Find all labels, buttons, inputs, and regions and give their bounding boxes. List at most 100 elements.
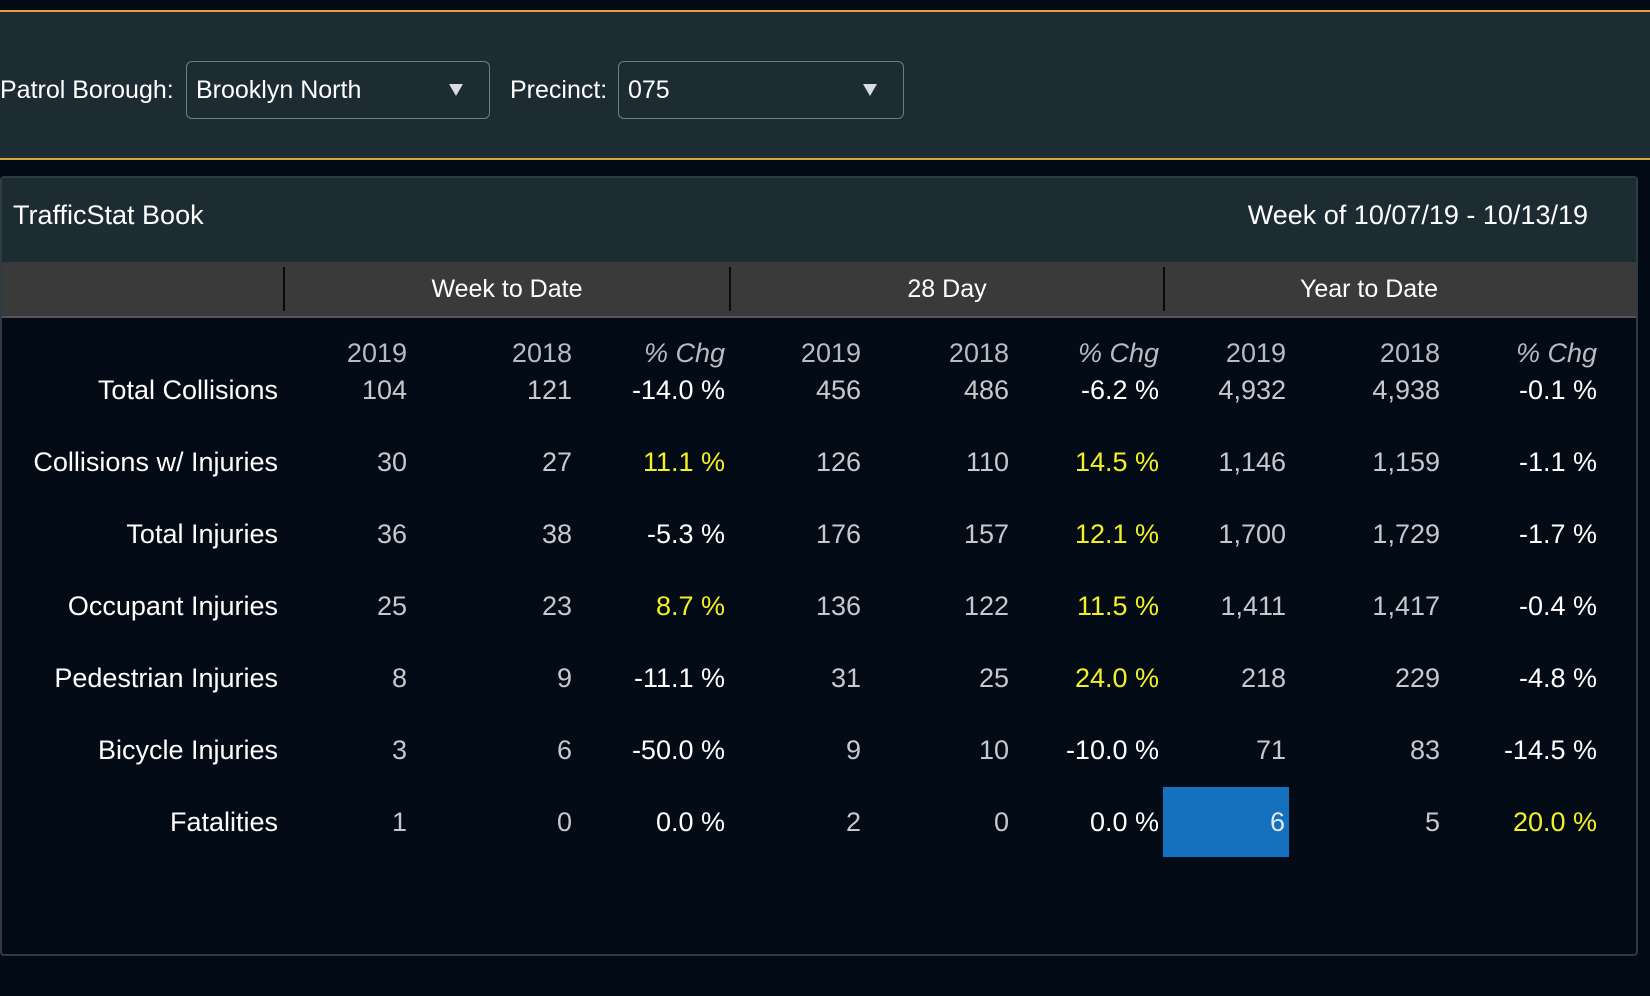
table-cell[interactable]: 0.0 % bbox=[655, 807, 725, 837]
precinct-select[interactable]: 075 bbox=[618, 61, 904, 119]
row-label: Total Injuries bbox=[126, 519, 278, 549]
table-cell[interactable]: 11.1 % bbox=[642, 447, 725, 477]
table-cell[interactable]: 30 bbox=[376, 447, 407, 477]
table-cell[interactable]: -14.0 % bbox=[631, 375, 725, 405]
table-cell[interactable]: 1,159 bbox=[1372, 447, 1440, 477]
table-cell[interactable]: 83 bbox=[1409, 735, 1440, 765]
table-cell[interactable]: 12.1 % bbox=[1074, 519, 1159, 549]
table-cell[interactable]: 1,411 bbox=[1220, 591, 1286, 621]
table-cell[interactable]: 9 bbox=[556, 663, 572, 693]
borough-select[interactable]: Brooklyn North bbox=[186, 61, 490, 119]
table-cell[interactable]: -0.4 % bbox=[1518, 591, 1597, 621]
panel-title: TrafficStat Book bbox=[13, 200, 204, 230]
table-cell[interactable]: 3 bbox=[391, 735, 407, 765]
borough-select-value: Brooklyn North bbox=[196, 76, 362, 104]
row-label: Total Collisions bbox=[97, 375, 278, 405]
filter-bar: Patrol Borough: Brooklyn North Precinct:… bbox=[0, 10, 1650, 160]
column-header: 2019 bbox=[346, 338, 407, 368]
row-label: Pedestrian Injuries bbox=[54, 663, 278, 693]
table-cell[interactable]: 122 bbox=[963, 591, 1009, 621]
table-cell[interactable]: 23 bbox=[541, 591, 572, 621]
panel-header: TrafficStat Book Week of 10/07/19 - 10/1… bbox=[2, 178, 1636, 262]
table-cell[interactable]: 31 bbox=[830, 663, 861, 693]
column-header: % Chg bbox=[643, 338, 725, 368]
row-label: Fatalities bbox=[169, 807, 278, 837]
table-cell[interactable]: 1 bbox=[391, 807, 407, 837]
column-group-header: Week to Date 28 Day Year to Date bbox=[2, 262, 1636, 318]
precinct-select-value: 075 bbox=[628, 76, 670, 104]
table-cell[interactable]: 104 bbox=[361, 375, 407, 405]
table-cell[interactable]: 36 bbox=[376, 519, 407, 549]
table-cell[interactable]: -1.1 % bbox=[1518, 447, 1597, 477]
table-cell[interactable]: 20.0 % bbox=[1512, 807, 1597, 837]
table-cell[interactable]: 110 bbox=[965, 447, 1009, 477]
table-cell[interactable]: -14.5 % bbox=[1503, 735, 1597, 765]
table-cell[interactable]: 25 bbox=[376, 591, 407, 621]
table-cell[interactable]: 10 bbox=[978, 735, 1009, 765]
table-cell[interactable]: 126 bbox=[815, 447, 861, 477]
table-cell[interactable]: 1,417 bbox=[1372, 591, 1440, 621]
table-cell[interactable]: 5 bbox=[1424, 807, 1440, 837]
table-cell[interactable]: -0.1 % bbox=[1518, 375, 1597, 405]
table-cell[interactable]: 25 bbox=[978, 663, 1009, 693]
table-cell[interactable]: 2 bbox=[845, 807, 861, 837]
group-28-day: 28 Day bbox=[907, 275, 987, 303]
table-cell[interactable]: -1.7 % bbox=[1518, 519, 1597, 549]
table-cell[interactable]: -11.1 % bbox=[633, 663, 725, 693]
group-divider bbox=[1163, 267, 1165, 311]
column-header: % Chg bbox=[1515, 338, 1597, 368]
table-cell[interactable]: 136 bbox=[815, 591, 861, 621]
group-divider bbox=[729, 267, 731, 311]
column-header: 2019 bbox=[1225, 338, 1286, 368]
table-cell[interactable]: -6.2 % bbox=[1080, 375, 1159, 405]
table-cell[interactable]: 4,932 bbox=[1218, 375, 1286, 405]
table-cell[interactable]: 4,938 bbox=[1372, 375, 1440, 405]
selected-cell[interactable]: 6 bbox=[1163, 787, 1289, 857]
column-header: 2018 bbox=[1379, 338, 1440, 368]
column-header: 2019 bbox=[800, 338, 861, 368]
table-cell[interactable]: -4.8 % bbox=[1518, 663, 1597, 693]
group-year-to-date: Year to Date bbox=[1299, 275, 1439, 303]
table-cell[interactable]: 176 bbox=[815, 519, 861, 549]
table-cell[interactable]: 0 bbox=[556, 807, 572, 837]
table-cell[interactable]: 218 bbox=[1240, 663, 1286, 693]
group-week-to-date: Week to Date bbox=[431, 275, 583, 303]
table-cell[interactable]: 8.7 % bbox=[655, 591, 725, 621]
table-cell[interactable]: -50.0 % bbox=[631, 735, 725, 765]
table-cell[interactable]: 0 bbox=[993, 807, 1009, 837]
table-cell[interactable]: 1,729 bbox=[1372, 519, 1440, 549]
table-cell[interactable]: 486 bbox=[963, 375, 1009, 405]
caret-down-icon bbox=[449, 84, 463, 96]
precinct-label: Precinct: bbox=[510, 76, 608, 104]
trafficstat-panel: TrafficStat Book Week of 10/07/19 - 10/1… bbox=[0, 176, 1638, 956]
row-label: Occupant Injuries bbox=[67, 591, 278, 621]
group-divider bbox=[283, 267, 285, 311]
caret-down-icon bbox=[863, 84, 877, 96]
table-cell[interactable]: 0.0 % bbox=[1089, 807, 1159, 837]
table-cell[interactable]: 157 bbox=[963, 519, 1009, 549]
table-cell[interactable]: 27 bbox=[541, 447, 572, 477]
row-label: Bicycle Injuries bbox=[97, 735, 278, 765]
column-header: 2018 bbox=[948, 338, 1009, 368]
column-header: 2018 bbox=[511, 338, 572, 368]
table-cell[interactable]: 14.5 % bbox=[1074, 447, 1159, 477]
table-cell[interactable]: 38 bbox=[541, 519, 572, 549]
table-cell[interactable]: 1,146 bbox=[1218, 447, 1286, 477]
table-cell[interactable]: 229 bbox=[1394, 663, 1440, 693]
table-cell[interactable]: 24.0 % bbox=[1074, 663, 1159, 693]
table-cell[interactable]: 9 bbox=[845, 735, 861, 765]
table-cell[interactable]: 1,700 bbox=[1218, 519, 1286, 549]
column-header: % Chg bbox=[1077, 338, 1159, 368]
table-cell[interactable]: 6 bbox=[556, 735, 572, 765]
table-cell[interactable]: 8 bbox=[391, 663, 407, 693]
row-label: Collisions w/ Injuries bbox=[33, 447, 278, 477]
borough-label: Patrol Borough: bbox=[0, 76, 174, 104]
table-cell[interactable]: 11.5 % bbox=[1076, 591, 1159, 621]
table-cell[interactable]: -10.0 % bbox=[1065, 735, 1159, 765]
table-cell[interactable]: 121 bbox=[526, 375, 572, 405]
table-cell[interactable]: 456 bbox=[815, 375, 861, 405]
week-range: Week of 10/07/19 - 10/13/19 bbox=[1247, 200, 1588, 230]
table-cell[interactable]: -5.3 % bbox=[646, 519, 725, 549]
table-cell[interactable]: 71 bbox=[1255, 735, 1286, 765]
